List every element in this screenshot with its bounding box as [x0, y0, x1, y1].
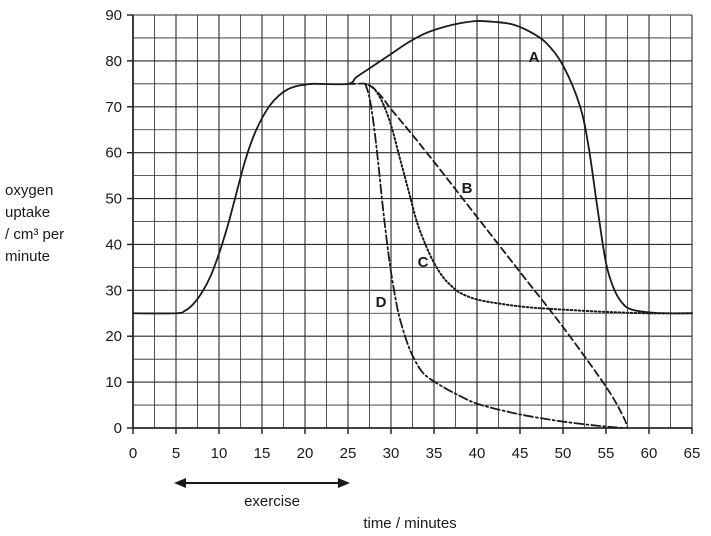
x-axis-title: time / minutes — [363, 515, 456, 532]
x-tick-label: 0 — [129, 445, 137, 462]
tick-labels: 0 5 10 15 20 25 30 35 40 45 50 55 60 65 0 10 20 30 40 50 60 7… — [105, 7, 700, 462]
y-tick-label: 30 — [105, 282, 122, 299]
x-tick-label: 65 — [684, 445, 701, 462]
grid — [127, 14, 693, 434]
exercise-arrow-right-head — [338, 478, 350, 488]
series-label-b: B — [462, 180, 473, 197]
y-tick-label: 80 — [105, 53, 122, 70]
y-tick-label: 60 — [105, 145, 122, 162]
series-line-a — [132, 20, 693, 315]
x-tick-label: 25 — [340, 445, 357, 462]
x-tick-label: 55 — [598, 445, 615, 462]
x-tick-label: 45 — [512, 445, 529, 462]
x-tick-label: 10 — [211, 445, 228, 462]
exercise-label: exercise — [244, 493, 300, 510]
exercise-arrow-left-head — [174, 478, 186, 488]
x-tick-label: 40 — [469, 445, 486, 462]
series-line-b — [347, 82, 629, 429]
exercise-annotation: exercise — [174, 478, 350, 510]
series-line-d — [364, 82, 625, 429]
y-tick-label: 70 — [105, 99, 122, 116]
x-tick-label: 35 — [426, 445, 443, 462]
y-axis-title-line: / cm³ per — [5, 226, 64, 243]
x-tick-label: 20 — [297, 445, 314, 462]
x-tick-label: 50 — [555, 445, 572, 462]
y-tick-label: 90 — [105, 7, 122, 24]
series-lines — [132, 20, 693, 429]
y-axis-title-line: minute — [5, 248, 50, 265]
y-tick-label: 0 — [114, 420, 122, 437]
x-tick-label: 15 — [254, 445, 271, 462]
series-label-c: C — [418, 254, 429, 271]
y-tick-label: 20 — [105, 328, 122, 345]
y-tick-label: 40 — [105, 236, 122, 253]
x-tick-label: 30 — [383, 445, 400, 462]
x-tick-label: 60 — [641, 445, 658, 462]
series-labels: A B C D — [376, 49, 540, 311]
y-tick-label: 50 — [105, 191, 122, 208]
series-label-d: D — [376, 294, 387, 311]
series-line-c — [364, 82, 693, 315]
series-label-a: A — [529, 49, 540, 66]
y-tick-label: 10 — [105, 374, 122, 391]
y-axis-title-line: uptake — [5, 204, 50, 221]
x-tick-label: 5 — [172, 445, 180, 462]
y-axis-title-line: oxygen — [5, 182, 53, 199]
y-axis-title: oxygen uptake / cm³ per minute — [5, 182, 64, 265]
